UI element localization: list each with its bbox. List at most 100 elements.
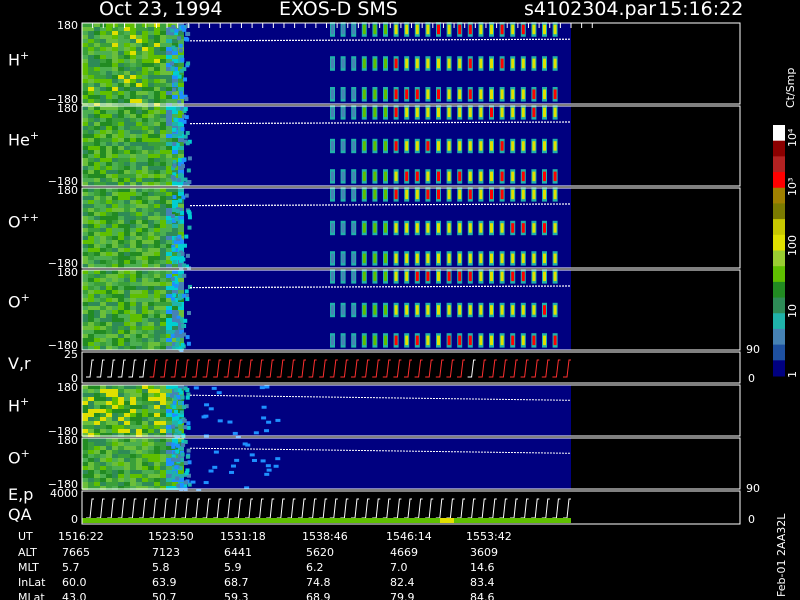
spectrogram-cell <box>100 196 106 200</box>
spectrogram-cell <box>186 61 191 66</box>
spectrogram-cell <box>136 99 142 103</box>
spectrogram-cell <box>100 154 106 158</box>
spectrogram-cell <box>178 274 184 278</box>
spectrogram-cell <box>160 150 166 154</box>
spectrogram-cell <box>118 35 124 39</box>
spectrogram-cell <box>172 394 177 399</box>
spectrogram-cell <box>142 433 148 437</box>
spectrogram-cell <box>142 256 148 260</box>
burst-mark <box>468 305 472 315</box>
spectrogram-cell <box>212 465 218 469</box>
spectrogram-cell <box>118 248 124 252</box>
burst-mark <box>521 305 525 315</box>
spectrogram-cell <box>118 174 124 178</box>
panel-label: E,p <box>8 485 34 504</box>
spectrogram-cell <box>118 413 124 417</box>
spectrogram-cell <box>100 244 106 248</box>
spectrogram-cell <box>94 458 100 462</box>
spectrogram-cell <box>166 43 172 47</box>
spectrogram-cell <box>160 462 166 466</box>
spectrogram-cell <box>94 174 100 178</box>
spectrogram-cell <box>232 431 238 435</box>
spectrogram-cell <box>130 338 136 342</box>
spectrogram-cell <box>82 91 88 95</box>
burst-mark <box>543 171 546 182</box>
spectrogram-cell <box>160 83 166 87</box>
spectrogram-cell <box>154 397 160 401</box>
spectrogram-cell <box>82 170 88 174</box>
spectrogram-cell <box>106 338 112 342</box>
spectrogram-cell <box>172 163 177 168</box>
spectrogram-cell <box>160 130 166 134</box>
spectrogram-cell <box>106 178 112 182</box>
spectrogram-cell <box>94 306 100 310</box>
spectrogram-cell <box>82 470 88 474</box>
spectrogram-cell <box>166 393 172 397</box>
spectrogram-cell <box>166 409 172 413</box>
spectrogram-cell <box>166 470 172 474</box>
footer-row-label: MLat <box>18 591 45 600</box>
spectrogram-cell <box>148 454 154 458</box>
spectrogram-cell <box>172 208 178 212</box>
spectrogram-cell <box>136 401 142 405</box>
footer-value: 83.4 <box>470 576 495 589</box>
burst-mark <box>553 107 557 118</box>
spectrogram-cell <box>94 212 100 216</box>
spectrogram-cell <box>124 158 130 162</box>
spectrogram-cell <box>172 79 178 83</box>
spectrogram-cell <box>178 400 183 405</box>
spectrogram-cell <box>166 47 172 51</box>
spectrogram-cell <box>154 83 160 87</box>
spectrogram-cell <box>173 397 178 402</box>
spectrogram-cell <box>100 450 106 454</box>
spectrogram-cell <box>154 274 160 278</box>
spectrogram-cell <box>142 330 148 334</box>
spectrogram-cell <box>142 220 148 224</box>
spectrogram-cell <box>124 228 130 232</box>
spectrogram-cell <box>187 482 192 487</box>
spectrogram-cell <box>174 217 179 222</box>
spectrogram-cell <box>100 63 106 67</box>
spectrogram-cell <box>124 286 130 290</box>
spectrogram-cell <box>160 397 166 401</box>
spectrogram-cell <box>106 75 112 79</box>
spectrogram-cell <box>148 298 154 302</box>
spectrogram-cell <box>172 23 178 27</box>
spectrogram-cell <box>88 75 94 79</box>
spectrogram-cell <box>170 28 175 33</box>
pitch-angle-trace <box>189 285 572 289</box>
spectrogram-cell <box>154 130 160 134</box>
spectrogram-cell <box>100 260 106 264</box>
spectrogram-cell <box>136 31 142 35</box>
pitch-angle-trace <box>189 121 572 125</box>
sweep-mark <box>446 359 455 378</box>
spectrogram-cell <box>166 446 172 450</box>
spectrogram-cell <box>178 306 184 310</box>
spectrogram-cell <box>142 264 148 268</box>
spectrogram-cell <box>154 150 160 154</box>
burst-mark <box>532 271 536 282</box>
burst-mark <box>352 253 356 264</box>
spectrogram-cell <box>118 91 124 95</box>
spectrogram-cell <box>94 146 100 150</box>
spectrogram-cell <box>124 413 130 417</box>
spectrogram-cell <box>124 162 130 166</box>
spectrogram-cell <box>166 385 172 389</box>
spectrogram-cell <box>94 158 100 162</box>
spectrogram-cell <box>106 429 112 433</box>
spectrogram-cell <box>154 450 160 454</box>
spectrogram-cell <box>88 114 94 118</box>
burst-mark <box>468 24 472 35</box>
spectrogram-cell <box>124 252 130 256</box>
spectrogram-cell <box>106 126 112 130</box>
spectrogram-cell <box>166 170 172 174</box>
spectrogram-cell <box>88 474 94 478</box>
spectrogram-cell <box>82 134 88 138</box>
spectrogram-cell <box>130 154 136 158</box>
spectrogram-cell <box>154 43 160 47</box>
spectrogram-cell <box>82 290 88 294</box>
spectrogram-cell <box>124 421 130 425</box>
burst-mark <box>532 189 536 200</box>
spectrogram-cell <box>130 196 136 200</box>
spectrogram-cell <box>154 170 160 174</box>
